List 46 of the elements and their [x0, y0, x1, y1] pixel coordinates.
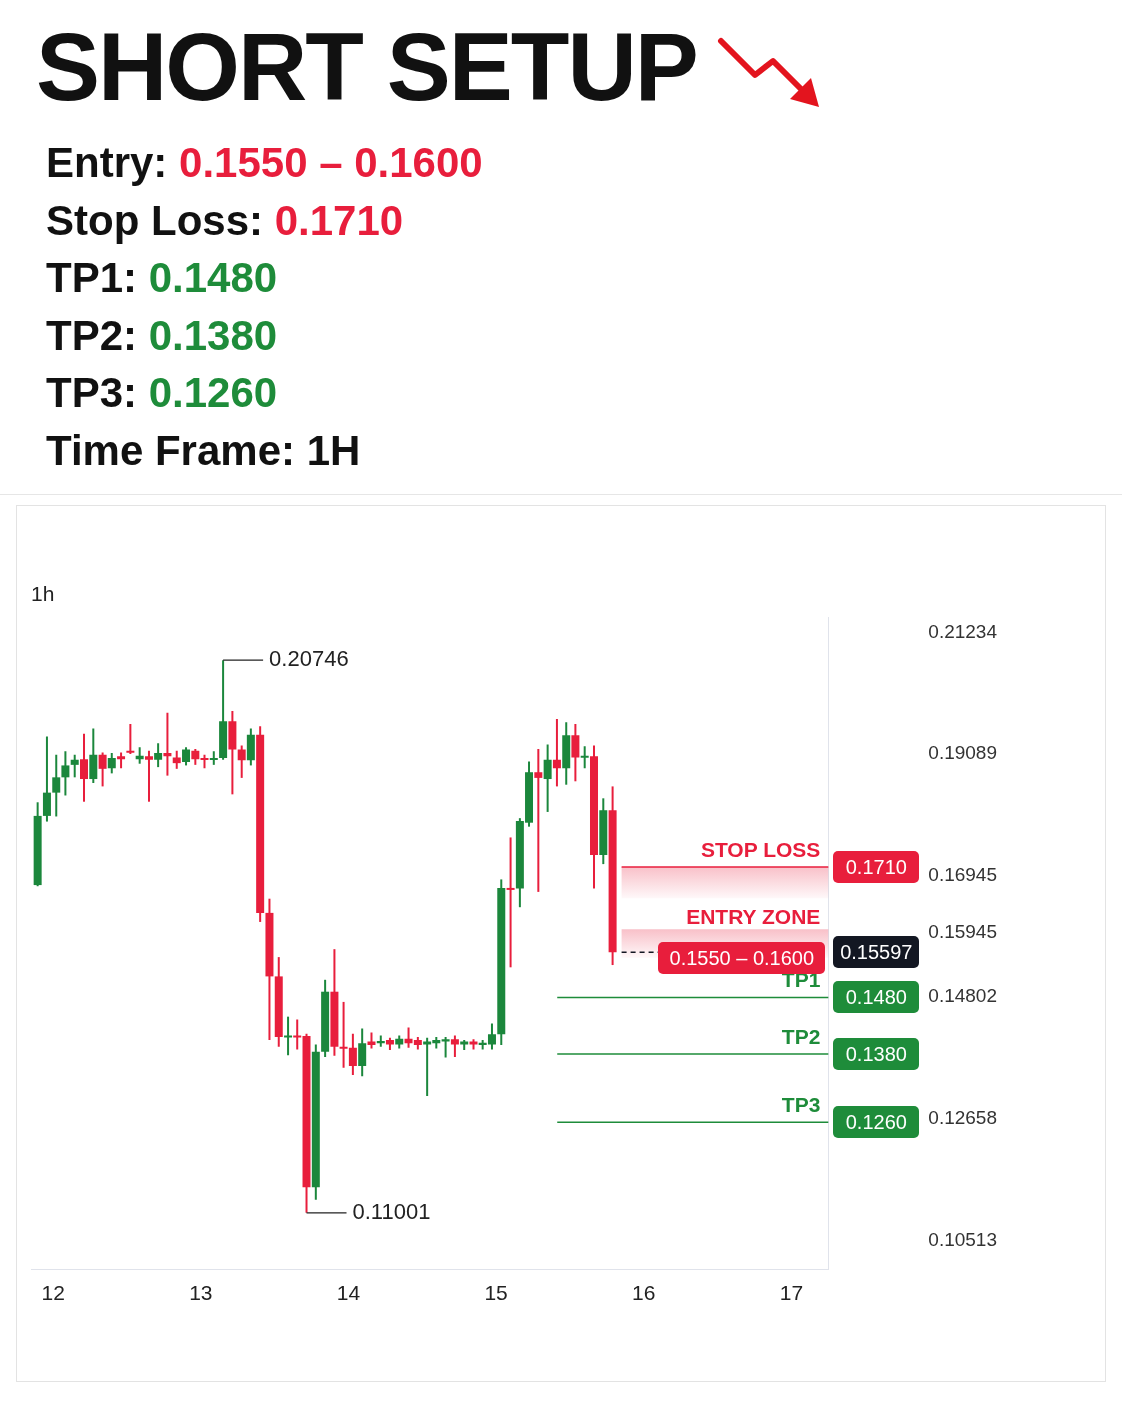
candlestick — [534, 748, 543, 892]
text: SHORT SETUP — [36, 12, 697, 122]
x-tick-label: 16 — [632, 1281, 656, 1304]
annotation: 0.11001 — [352, 1198, 431, 1224]
band-label: ENTRY ZONE — [686, 905, 821, 929]
annotation: 0.1380 — [845, 1043, 907, 1066]
price-tag: 0.1480 — [833, 981, 920, 1014]
x-tick-label: 14 — [336, 1281, 361, 1304]
y-tick-label: 0.15945 — [928, 920, 998, 942]
annotation: 0.15597 — [840, 941, 913, 964]
candlestick — [284, 1016, 293, 1056]
x-tick-label: 12 — [41, 1281, 65, 1304]
price-tag: 0.1260 — [833, 1106, 920, 1139]
chart-title: 1h — [31, 581, 55, 605]
annotation: 0.1710 — [845, 855, 907, 878]
ref-line-label: STOP LOSS — [700, 837, 821, 861]
y-tick-label: 0.19089 — [928, 742, 998, 764]
annotation: 0.1260 — [845, 1111, 907, 1134]
y-tick-label: 0.16945 — [928, 863, 998, 885]
x-tick-label: 13 — [189, 1281, 213, 1304]
text: TP3: 0.1260 — [46, 369, 278, 416]
candlestick — [580, 746, 589, 769]
annotation: 0.20746 — [269, 646, 349, 672]
y-tick-label: 0.14802 — [928, 985, 998, 1007]
annotation: 0.1550 – 0.1600 — [669, 946, 815, 969]
y-tick-label: 0.10513 — [928, 1228, 998, 1250]
text: Entry: 0.1550 – 0.1600 — [46, 139, 483, 186]
candlestick — [144, 750, 153, 802]
x-tick-label: 17 — [779, 1281, 804, 1304]
ref-line-label: TP3 — [781, 1093, 821, 1117]
ref-line-label: TP2 — [781, 1025, 821, 1049]
text: TP2: 0.1380 — [46, 311, 278, 359]
candlestick — [293, 1019, 302, 1050]
candlestick — [126, 724, 135, 755]
annotation: 0.1480 — [845, 986, 907, 1009]
text: Stop Loss: 0.1710 — [46, 196, 404, 244]
text: TP1: 0.1480 — [46, 254, 278, 301]
x-tick-label: 15 — [484, 1281, 508, 1304]
y-tick-label: 0.12658 — [928, 1107, 998, 1129]
text: Time Frame: 1H — [46, 426, 361, 474]
candlestick — [506, 837, 515, 968]
price-tag: 0.1550 – 0.1600 — [658, 941, 826, 974]
price-tag: 0.1380 — [833, 1038, 920, 1071]
y-tick-label: 0.21234 — [928, 620, 998, 642]
price-tag: 0.15597 — [833, 936, 920, 969]
price-tag: 0.1710 — [833, 850, 920, 883]
